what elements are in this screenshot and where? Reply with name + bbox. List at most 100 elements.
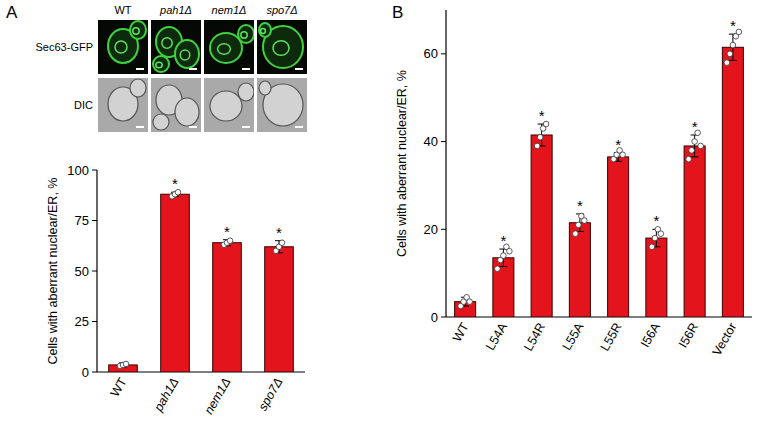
micrograph-bg [151, 78, 201, 132]
significance-mark: * [730, 17, 736, 34]
nucleus-fluorescence [162, 38, 172, 49]
micrograph-bg [98, 20, 148, 74]
data-point [736, 29, 742, 35]
bar [608, 157, 629, 317]
x-tick-label: WT [450, 320, 472, 344]
significance-mark: * [224, 223, 230, 240]
data-point [279, 240, 285, 246]
scale-bar [136, 68, 144, 70]
nucleus-fluorescence [261, 29, 266, 34]
micrograph-bg [151, 20, 201, 74]
micrograph-bg [98, 78, 148, 132]
y-tick [92, 321, 97, 322]
y-tick-label: 0 [82, 365, 89, 380]
nucleus-fluorescence [218, 44, 231, 55]
data-point [649, 244, 655, 250]
significance-mark: * [692, 118, 698, 135]
x-tick-label: L55A [560, 320, 587, 353]
bar [531, 135, 552, 317]
significance-mark: * [577, 197, 583, 214]
bar [684, 146, 705, 317]
error-bar-cap [691, 156, 699, 157]
scale-bar [242, 68, 250, 70]
cell-dic [210, 91, 242, 121]
scale-bar [295, 126, 303, 128]
x-tick-label: Vector [710, 321, 740, 359]
data-point [507, 248, 513, 254]
data-point [652, 235, 658, 241]
chart: 0 20 40 60 Cells with aberrant nuclear/ER, %… [395, 10, 752, 358]
panel-label: B [392, 3, 403, 22]
data-point [730, 42, 736, 48]
y-axis [445, 10, 446, 317]
x-tick-label: spo7Δ [256, 376, 286, 414]
significance-mark: * [653, 212, 659, 229]
chart: 0255075100Cells with aberrant nuclear/ER… [46, 163, 305, 417]
y-tick-label: 0 [431, 310, 438, 325]
error-bar [538, 124, 546, 146]
plot-area [455, 29, 744, 317]
micrograph [151, 78, 201, 132]
data-point [576, 222, 582, 228]
x-tick-label: nem1Δ [202, 376, 234, 417]
data-point [620, 152, 626, 158]
x-tick-label: I56R [676, 321, 701, 351]
cell-dic [238, 83, 254, 101]
y-tick [92, 271, 97, 272]
scale-bar [295, 68, 303, 70]
y-tick [92, 372, 97, 373]
cell-dic [259, 81, 271, 95]
figure: ABWTpah1Δnem1Δspo7ΔSec63-GFPDIC025507510… [0, 0, 758, 423]
bar [161, 194, 190, 372]
y-tick [441, 317, 446, 318]
significance-mark: * [172, 175, 178, 192]
data-point [698, 143, 704, 149]
data-point [534, 143, 540, 149]
data-point [573, 231, 579, 237]
data-point [467, 299, 473, 305]
cell-fluorescence [210, 33, 242, 63]
micrograph-bg [204, 78, 254, 132]
y-tick [441, 141, 446, 142]
data-point [658, 231, 664, 237]
image-column-label: nem1Δ [212, 4, 247, 16]
x-axis [446, 316, 752, 317]
cell-dic [130, 79, 146, 97]
y-axis-label: Cells with aberrant nuclear/ER, % [46, 178, 60, 365]
x-tick-label: L54R [521, 321, 548, 354]
error-bar [691, 135, 699, 157]
error-bar-line [694, 135, 695, 157]
image-column-label: WT [114, 4, 131, 16]
significance-mark: * [276, 224, 282, 241]
x-tick-label: I56A [638, 320, 663, 350]
data-point [501, 253, 507, 259]
x-tick-label: WT [108, 375, 130, 399]
bar [722, 47, 743, 317]
y-tick-label: 50 [75, 264, 89, 279]
y-axis-label: Cells with aberrant nuclear/ER, % [395, 70, 409, 257]
y-tick-label: 40 [424, 134, 438, 149]
data-point [582, 218, 588, 224]
nucleus-fluorescence [273, 41, 289, 56]
significance-mark: * [500, 232, 506, 249]
y-tick-label: 60 [424, 46, 438, 61]
x-tick-label: L54A [483, 320, 510, 353]
bar [265, 247, 294, 372]
micrograph-bg [204, 20, 254, 74]
error-bar-cap [729, 60, 737, 61]
image-row-label: DIC [74, 99, 93, 111]
micrograph-bg [257, 20, 307, 74]
y-tick-label: 20 [424, 222, 438, 237]
error-bar-cap [499, 266, 507, 267]
y-tick [441, 229, 446, 230]
data-point [495, 266, 501, 272]
nucleus-fluorescence [156, 62, 162, 68]
nucleus-fluorescence [180, 50, 190, 60]
plot-area [109, 189, 294, 372]
micrograph [151, 20, 201, 74]
image-column-label: spo7Δ [266, 4, 297, 16]
cell-dic [153, 114, 169, 130]
data-point [724, 60, 730, 66]
image-column-label: pah1Δ [159, 4, 192, 16]
bar [213, 243, 242, 372]
